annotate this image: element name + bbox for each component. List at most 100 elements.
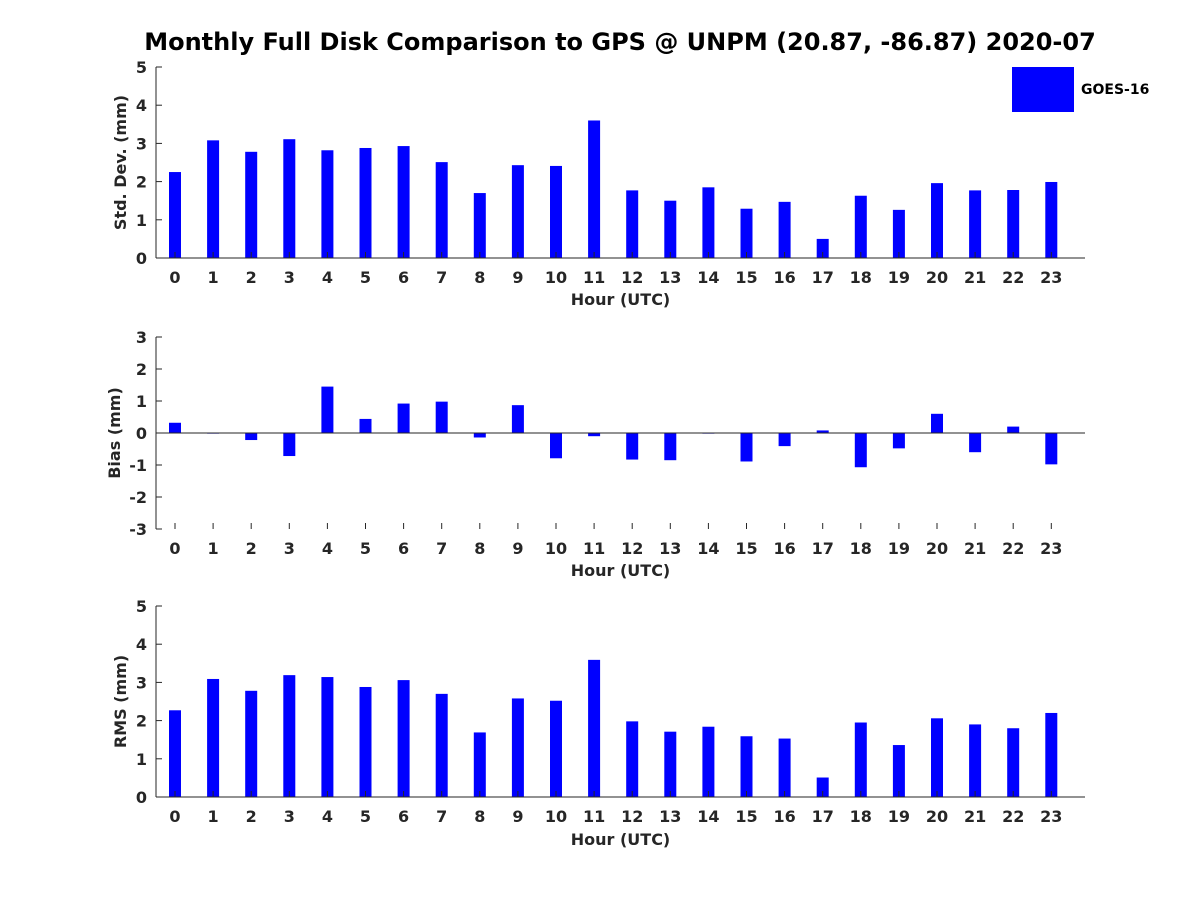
bar-18	[854, 722, 867, 797]
x-tick-label: 14	[697, 539, 719, 558]
bar-21	[969, 724, 982, 797]
x-axis-label: Hour (UTC)	[571, 290, 671, 309]
x-tick-label: 18	[850, 268, 872, 287]
y-tick-label: 3	[136, 673, 147, 692]
bar-17	[816, 238, 829, 258]
x-tick-label: 18	[850, 539, 872, 558]
x-tick-label: 12	[621, 807, 643, 826]
bar-21	[969, 190, 982, 258]
bar-9	[511, 698, 524, 797]
x-tick-label: 22	[1002, 268, 1024, 287]
x-tick-label: 0	[169, 539, 180, 558]
x-tick-label: 6	[398, 268, 409, 287]
x-tick-label: 7	[436, 268, 447, 287]
bar-18	[854, 195, 867, 258]
bar-6	[397, 146, 410, 258]
x-tick-label: 19	[888, 539, 910, 558]
bar-0	[169, 422, 181, 433]
x-tick-label: 17	[812, 539, 834, 558]
bar-8	[473, 732, 486, 797]
bar-11	[588, 659, 601, 797]
bar-12	[626, 190, 639, 258]
x-tick-label: 6	[398, 539, 409, 558]
x-tick-label: 7	[436, 807, 447, 826]
x-tick-label: 19	[888, 807, 910, 826]
x-tick-label: 0	[169, 268, 180, 287]
bar-22	[1007, 728, 1020, 797]
bar-13	[664, 200, 677, 258]
bar-14	[702, 726, 715, 797]
x-tick-label: 22	[1002, 807, 1024, 826]
y-tick-label: 3	[136, 134, 147, 153]
x-tick-label: 11	[583, 807, 605, 826]
bar-19	[892, 433, 905, 449]
y-tick-label: 2	[136, 712, 147, 731]
bar-6	[397, 680, 410, 797]
bar-8	[473, 433, 486, 438]
y-tick-label: 2	[136, 173, 147, 192]
x-axis-label: Hour (UTC)	[571, 561, 671, 580]
y-axis-label: RMS (mm)	[111, 655, 130, 748]
y-tick-label: -1	[129, 456, 147, 475]
x-tick-label: 21	[964, 807, 986, 826]
x-tick-label: 2	[246, 807, 257, 826]
x-tick-label: 15	[735, 268, 757, 287]
bar-1	[207, 140, 220, 258]
bar-19	[892, 209, 905, 258]
x-tick-label: 11	[583, 268, 605, 287]
y-tick-label: 0	[136, 249, 147, 268]
x-tick-label: 4	[322, 268, 333, 287]
bar-16	[778, 433, 791, 447]
x-tick-label: 11	[583, 539, 605, 558]
y-tick-label: 2	[136, 360, 147, 379]
x-tick-label: 20	[926, 268, 948, 287]
x-tick-label: 0	[169, 807, 180, 826]
bar-9	[511, 165, 524, 258]
x-tick-label: 3	[284, 539, 295, 558]
bar-22	[1007, 426, 1020, 433]
bar-18	[854, 433, 867, 468]
x-tick-label: 20	[926, 539, 948, 558]
bar-20	[931, 413, 943, 433]
y-tick-label: 0	[136, 424, 147, 443]
x-tick-label: 19	[888, 268, 910, 287]
x-tick-label: 23	[1040, 807, 1062, 826]
bar-11	[588, 433, 601, 437]
bar-9	[511, 405, 524, 433]
y-tick-label: 0	[136, 788, 147, 807]
x-tick-label: 5	[360, 807, 371, 826]
x-tick-label: 13	[659, 268, 681, 287]
bar-10	[550, 700, 562, 797]
x-tick-label: 15	[735, 539, 757, 558]
bar-7	[435, 401, 448, 433]
y-tick-label: -2	[129, 488, 147, 507]
x-tick-label: 10	[545, 539, 567, 558]
bar-20	[931, 183, 943, 258]
bar-5	[359, 418, 372, 433]
bar-12	[626, 433, 639, 460]
bar-21	[969, 433, 982, 453]
bar-2	[245, 151, 258, 258]
x-tick-label: 13	[659, 539, 681, 558]
bar-3	[283, 139, 296, 258]
bar-2	[245, 433, 258, 441]
x-tick-label: 17	[812, 807, 834, 826]
bar-8	[473, 193, 486, 258]
bar-7	[435, 162, 448, 258]
x-tick-label: 14	[697, 268, 719, 287]
legend: GOES-16	[1012, 67, 1149, 112]
y-axis-label: Std. Dev. (mm)	[111, 95, 130, 230]
x-tick-label: 8	[474, 268, 485, 287]
y-tick-label: 4	[136, 635, 147, 654]
x-tick-label: 12	[621, 539, 643, 558]
bar-5	[359, 686, 372, 797]
bar-12	[626, 721, 639, 797]
x-tick-label: 3	[284, 807, 295, 826]
bar-16	[778, 738, 791, 797]
bar-14	[702, 187, 715, 258]
x-tick-label: 5	[360, 539, 371, 558]
bar-16	[778, 201, 791, 258]
